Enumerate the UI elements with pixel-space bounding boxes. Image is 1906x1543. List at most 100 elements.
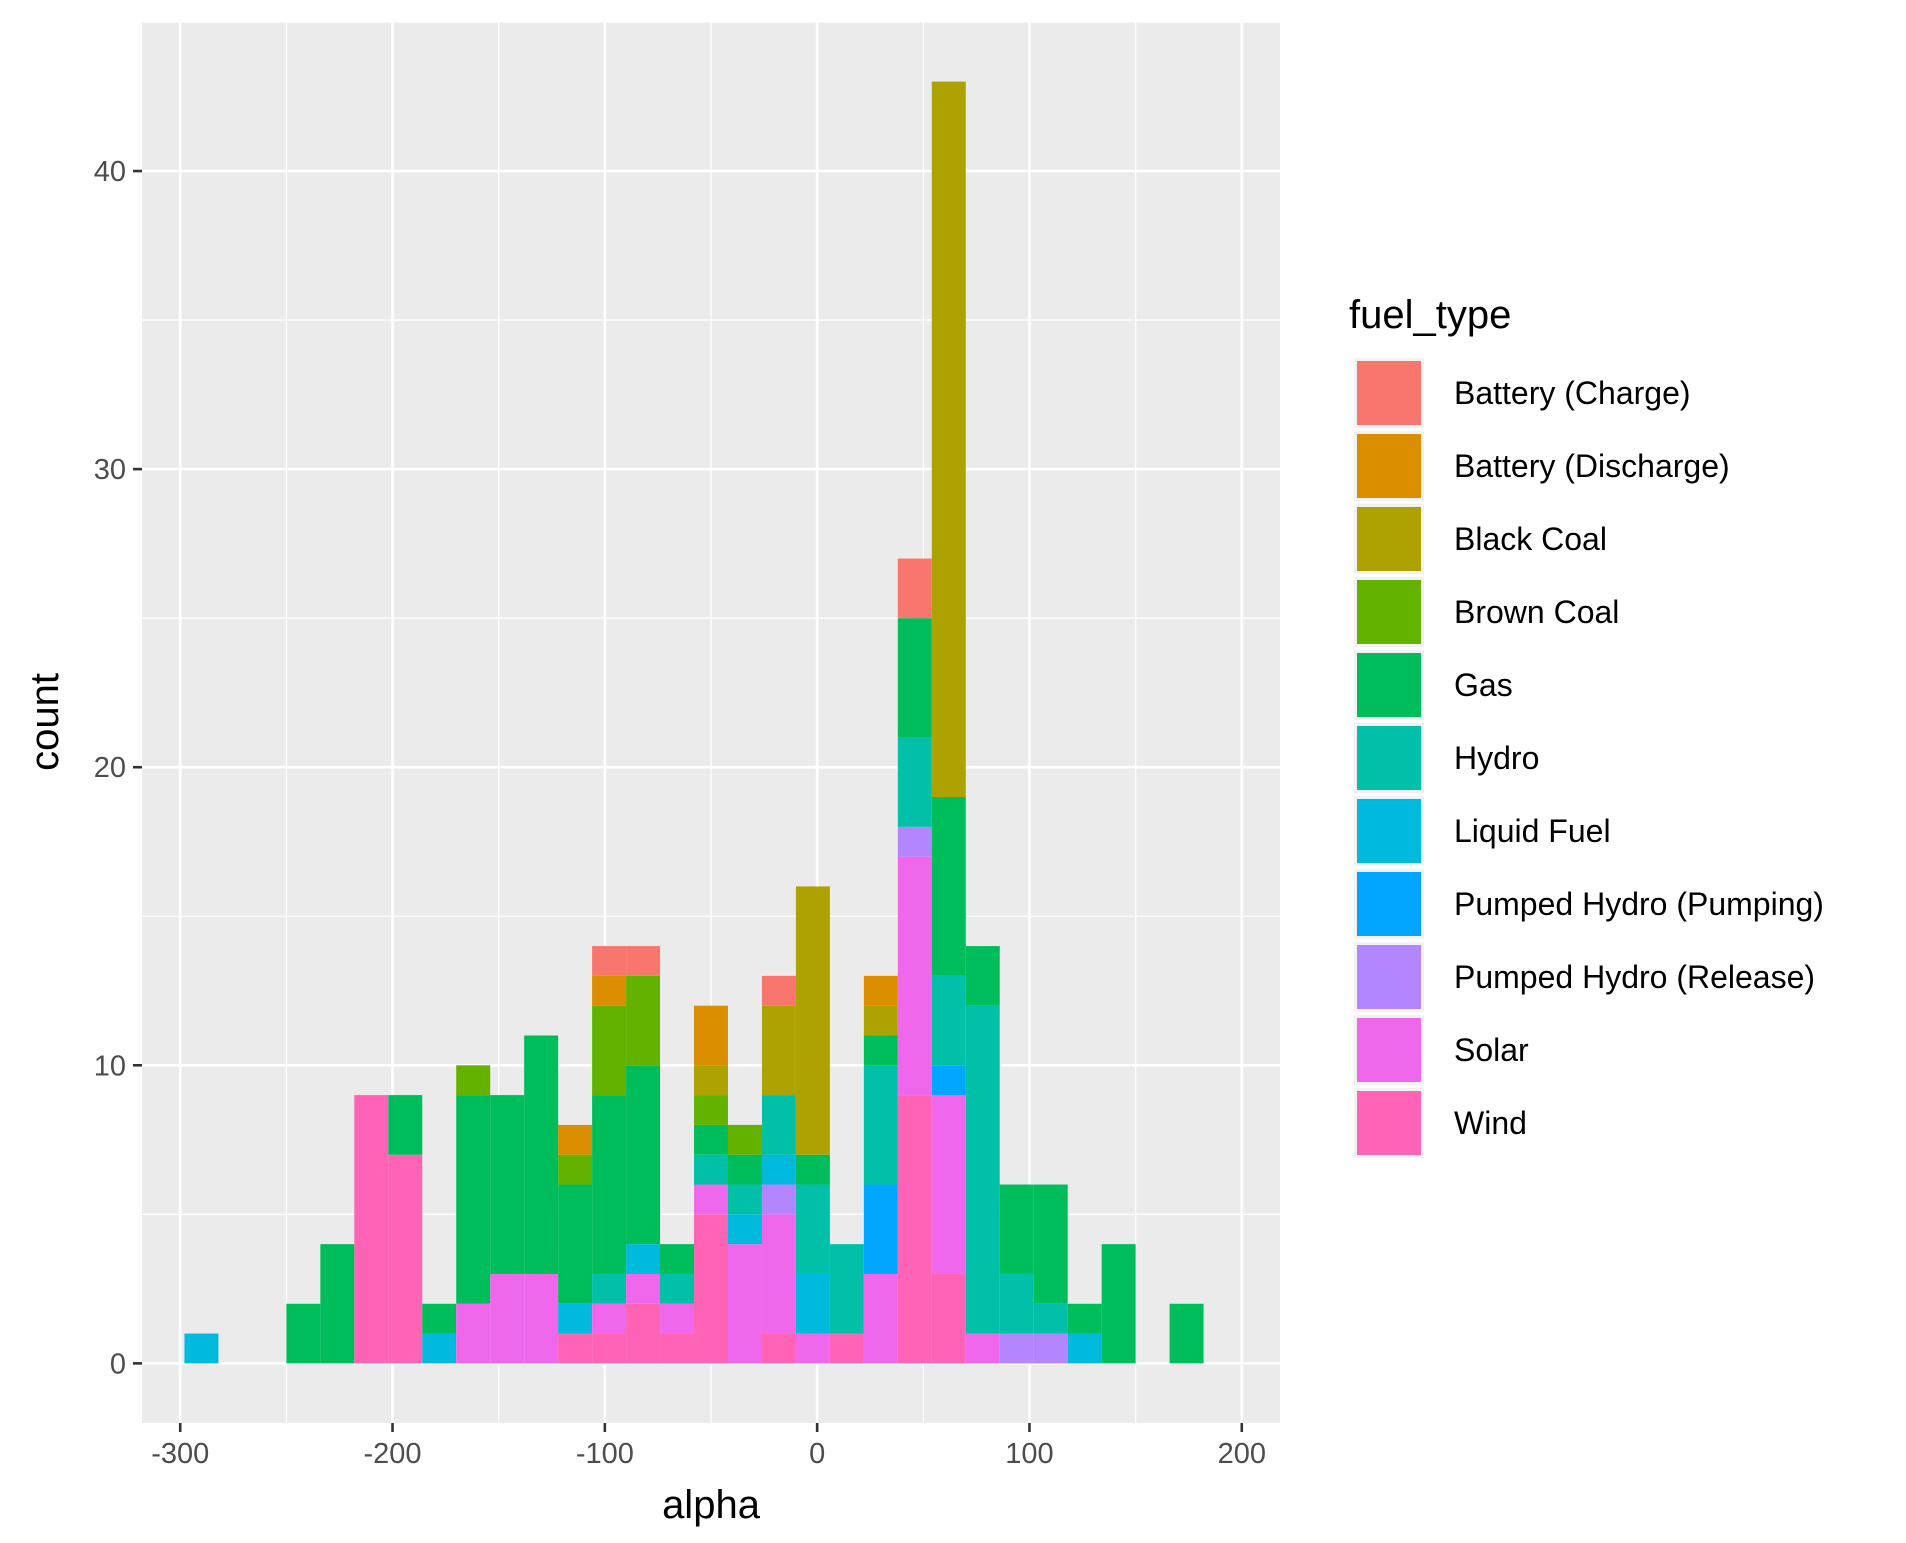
- y-tick-label: 10: [94, 1050, 126, 1082]
- legend-swatch-pumped-hydro-release: [1357, 945, 1421, 1009]
- bar-wind: [761, 1333, 796, 1364]
- y-tick-label: 30: [94, 454, 126, 486]
- bar-gas: [1033, 1184, 1068, 1304]
- bar-gas: [1067, 1303, 1102, 1334]
- legend-swatch-solar: [1357, 1018, 1421, 1082]
- bar-hydro: [829, 1244, 864, 1334]
- major-gridlines: [142, 22, 1280, 1423]
- bar-gas: [1101, 1244, 1136, 1364]
- bar-solar: [694, 1184, 728, 1215]
- legend-title: fuel_type: [1349, 293, 1511, 337]
- x-tick-label: 100: [1005, 1438, 1053, 1470]
- bar-liquid-fuel: [184, 1333, 219, 1364]
- legend-label-brown-coal: Brown Coal: [1454, 594, 1619, 630]
- bar-solar: [660, 1303, 695, 1334]
- bar-liquid-fuel: [1067, 1333, 1102, 1364]
- bar-liquid-fuel: [761, 1154, 796, 1185]
- bar-gas: [795, 1154, 830, 1185]
- bar-solar: [965, 1333, 1000, 1364]
- bar-hydro: [660, 1273, 695, 1304]
- legend-label-black-coal: Black Coal: [1454, 521, 1607, 557]
- bar-gas: [524, 1035, 559, 1274]
- bar-battery-discharge: [863, 975, 898, 1006]
- legend-label-gas: Gas: [1454, 667, 1513, 703]
- bar-battery-discharge: [592, 975, 627, 1006]
- bar-brown-coal: [626, 975, 661, 1066]
- legend-label-battery-charge: Battery (Charge): [1454, 375, 1691, 411]
- minor-gridlines: [142, 21, 1280, 1423]
- bar-wind: [829, 1333, 864, 1364]
- legend-swatch-liquid-fuel: [1357, 799, 1421, 863]
- legend-swatch-battery-discharge: [1357, 434, 1421, 498]
- histogram-bars: [184, 81, 1204, 1364]
- bar-hydro: [931, 975, 966, 1066]
- x-tick-label: -200: [364, 1438, 422, 1470]
- bar-wind: [592, 1333, 627, 1364]
- bar-liquid-fuel: [626, 1244, 661, 1274]
- bar-battery-charge: [592, 946, 627, 976]
- bar-wind: [931, 1273, 966, 1364]
- bar-gas: [965, 946, 1000, 1006]
- bar-pumped-hydro-pumping: [931, 1065, 966, 1096]
- bar-liquid-fuel: [795, 1273, 830, 1334]
- bar-hydro: [694, 1154, 728, 1185]
- bar-gas: [286, 1303, 321, 1364]
- bar-battery-discharge: [558, 1124, 593, 1155]
- bar-gas: [422, 1303, 457, 1334]
- legend-swatch-pumped-hydro-pumping: [1357, 872, 1421, 936]
- bar-brown-coal: [592, 1005, 627, 1096]
- legend-label-hydro: Hydro: [1454, 740, 1539, 776]
- legend-swatch-gas: [1357, 653, 1421, 717]
- bar-gas: [863, 1035, 898, 1066]
- bar-wind: [388, 1154, 423, 1364]
- x-tick-label: 200: [1218, 1438, 1266, 1470]
- legend-swatch-wind: [1357, 1091, 1421, 1155]
- bar-liquid-fuel: [422, 1333, 457, 1364]
- bar-battery-discharge: [694, 1005, 728, 1066]
- bar-hydro: [592, 1273, 627, 1304]
- y-tick-label: 20: [94, 752, 126, 784]
- y-tick-label: 0: [110, 1348, 126, 1380]
- bar-gas: [558, 1184, 593, 1304]
- bar-brown-coal: [456, 1065, 491, 1096]
- bar-pumped-hydro-release: [761, 1184, 796, 1215]
- bar-wind: [694, 1214, 728, 1364]
- x-tick-label: -100: [576, 1438, 634, 1470]
- bar-hydro: [761, 1095, 796, 1155]
- bar-hydro: [727, 1184, 762, 1215]
- bar-pumped-hydro-release: [897, 826, 932, 857]
- legend-label-liquid-fuel: Liquid Fuel: [1454, 813, 1611, 849]
- bar-solar: [626, 1273, 661, 1304]
- bar-hydro: [795, 1184, 830, 1274]
- bar-gas: [727, 1154, 762, 1185]
- legend-label-battery-discharge: Battery (Discharge): [1454, 448, 1730, 484]
- bar-battery-charge: [761, 975, 796, 1006]
- bar-hydro: [897, 737, 932, 827]
- x-axis-title: alpha: [662, 1483, 761, 1527]
- bar-hydro: [999, 1273, 1034, 1334]
- bar-gas: [456, 1095, 491, 1304]
- bar-pumped-hydro-release: [1033, 1333, 1068, 1364]
- bar-solar: [490, 1273, 525, 1364]
- bar-black-coal: [931, 81, 966, 798]
- bar-solar: [456, 1303, 491, 1364]
- bar-wind: [897, 1095, 932, 1364]
- bar-gas: [660, 1244, 695, 1274]
- bar-wind: [558, 1333, 593, 1364]
- bar-liquid-fuel: [558, 1303, 593, 1334]
- bar-wind: [626, 1303, 661, 1364]
- bar-brown-coal: [694, 1095, 728, 1125]
- legend-label-solar: Solar: [1454, 1032, 1529, 1068]
- bar-gas: [490, 1095, 525, 1274]
- legend-swatch-hydro: [1357, 726, 1421, 790]
- bar-solar: [897, 856, 932, 1096]
- x-tick-label: -300: [151, 1438, 209, 1470]
- bar-battery-charge: [897, 558, 932, 619]
- bar-gas: [1169, 1303, 1204, 1364]
- bar-gas: [694, 1124, 728, 1155]
- bar-hydro: [863, 1065, 898, 1185]
- bar-pumped-hydro-release: [999, 1333, 1034, 1364]
- bar-gas: [320, 1244, 355, 1364]
- bar-hydro: [965, 1005, 1000, 1334]
